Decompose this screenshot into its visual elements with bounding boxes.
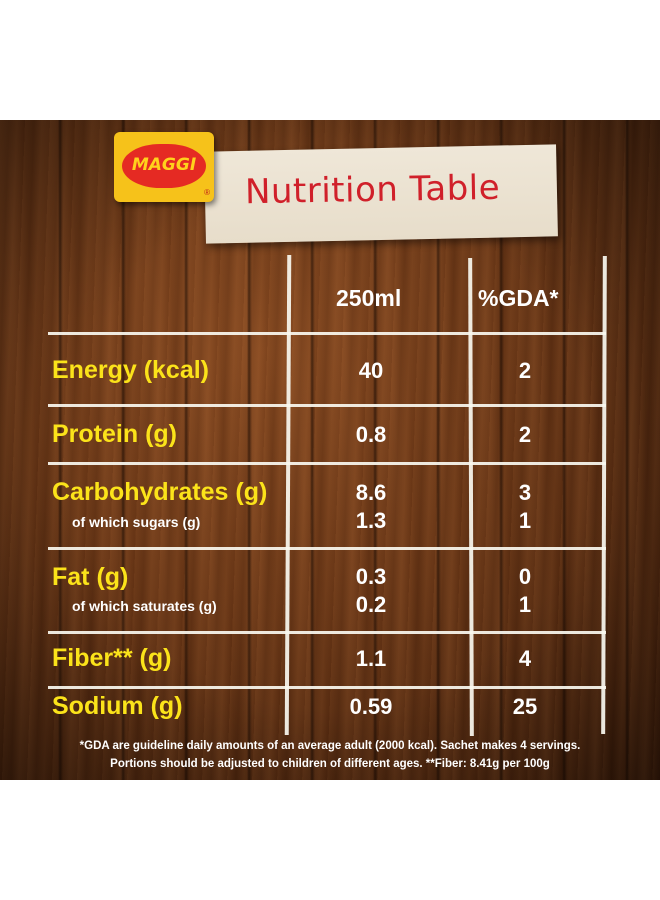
chalk-rule	[48, 462, 606, 465]
row-value-carbohydrates-250ml: 8.6	[355, 480, 387, 505]
footnote-line-1: *GDA are guideline daily amounts of an a…	[79, 740, 581, 752]
row-value-sugars-gda: 1	[518, 508, 532, 533]
row-label-fat: Fat (g)	[52, 563, 129, 591]
row-value-fat-gda: 0	[518, 564, 532, 589]
row-value-carbohydrates-gda: 3	[518, 480, 532, 505]
chalk-rule	[48, 332, 606, 335]
row-value-saturates-gda: 1	[518, 592, 532, 617]
row-value-sodium-gda: 25	[512, 694, 538, 719]
column-header-gda: %GDA*	[478, 285, 559, 311]
row-value-fat-250ml: 0.3	[355, 564, 387, 589]
column-header-250ml: 250ml	[336, 285, 402, 311]
row-value-energy-250ml: 40	[358, 358, 384, 383]
logo-oval	[122, 144, 206, 188]
row-value-energy-gda: 2	[518, 358, 532, 383]
row-value-sodium-250ml: 0.59	[349, 694, 393, 719]
row-label-sodium: Sodium (g)	[52, 692, 183, 720]
row-value-fiber-250ml: 1.1	[355, 646, 387, 671]
row-label-saturates: of which saturates (g)	[72, 598, 217, 614]
logo-text: MAGGI	[131, 155, 197, 175]
row-value-fiber-gda: 4	[518, 646, 532, 671]
maggi-logo: MAGGI ®	[114, 132, 214, 202]
row-label-carbohydrates: Carbohydrates (g)	[52, 478, 268, 506]
chalk-rule	[48, 686, 606, 689]
chalk-rule	[48, 631, 606, 634]
row-value-saturates-250ml: 0.2	[355, 592, 387, 617]
row-label-fiber: Fiber** (g)	[52, 644, 172, 672]
row-value-sugars-250ml: 1.3	[355, 508, 387, 533]
logo-trademark: ®	[204, 188, 210, 197]
chalk-rule	[48, 547, 606, 550]
row-value-protein-250ml: 0.8	[355, 422, 387, 447]
footnote-line-2: Portions should be adjusted to children …	[110, 758, 550, 770]
chalk-rule	[48, 404, 606, 407]
row-label-sugars: of which sugars (g)	[72, 514, 201, 530]
row-value-protein-gda: 2	[518, 422, 532, 447]
row-label-energy: Energy (kcal)	[52, 356, 210, 384]
page-title: Nutrition Table	[244, 167, 501, 213]
row-label-protein: Protein (g)	[52, 420, 177, 448]
